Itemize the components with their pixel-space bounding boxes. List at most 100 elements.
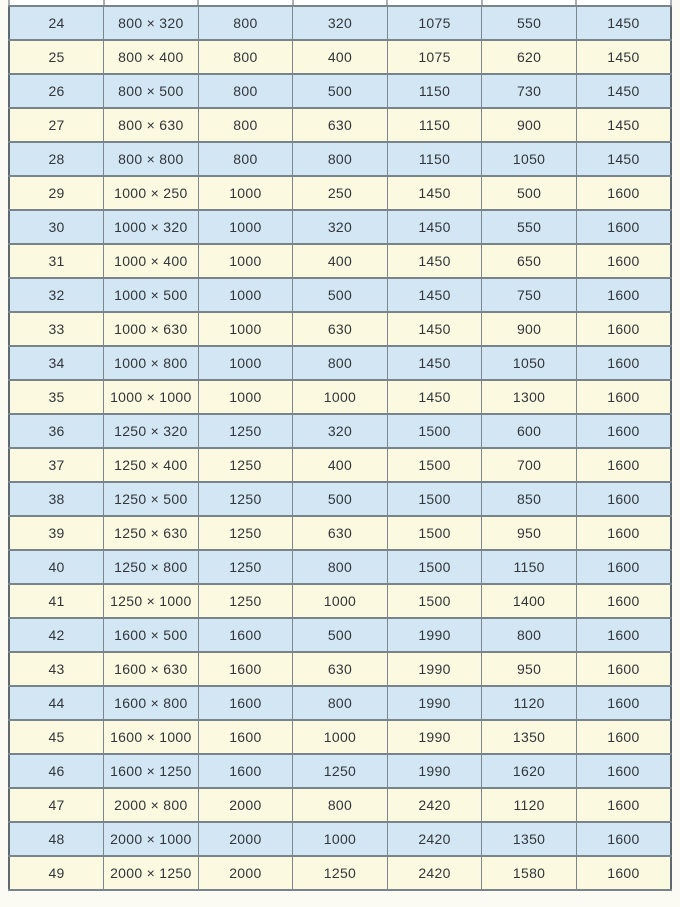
row-number-cell: 32 <box>8 277 105 313</box>
value-cell: 1600 <box>197 719 294 755</box>
value-cell: 250 <box>292 175 388 211</box>
value-cell: 1600 <box>575 447 672 483</box>
row-number-cell: 40 <box>8 549 105 585</box>
value-cell: 630 <box>292 107 388 143</box>
value-cell: 1620 <box>481 753 577 789</box>
table-row: 48 2000 × 1000 2000 1000 2420 1350 1600 <box>8 821 672 857</box>
row-number-cell: 42 <box>8 617 105 653</box>
value-cell: 1250 <box>197 549 294 585</box>
table-row: 27 800 × 630 800 630 1150 900 1450 <box>8 107 672 143</box>
size-spec-cell: 1250 × 630 <box>103 515 199 551</box>
value-cell: 1450 <box>386 277 483 313</box>
size-spec-cell: 1600 × 800 <box>103 685 199 721</box>
value-cell: 1600 <box>575 685 672 721</box>
value-cell: 1250 <box>197 583 294 619</box>
value-cell: 2420 <box>386 855 483 891</box>
clipped-cell <box>388 0 483 5</box>
value-cell: 1000 <box>197 379 294 415</box>
value-cell: 1500 <box>386 583 483 619</box>
value-cell: 1990 <box>386 651 483 687</box>
value-cell: 1050 <box>481 141 577 177</box>
value-cell: 1600 <box>575 345 672 381</box>
value-cell: 1250 <box>197 447 294 483</box>
clipped-previous-row <box>8 0 673 5</box>
value-cell: 500 <box>292 617 388 653</box>
row-number-cell: 43 <box>8 651 105 687</box>
table-row: 32 1000 × 500 1000 500 1450 750 1600 <box>8 277 672 313</box>
table-row: 29 1000 × 250 1000 250 1450 500 1600 <box>8 175 672 211</box>
value-cell: 1450 <box>386 209 483 245</box>
value-cell: 320 <box>292 209 388 245</box>
size-spec-cell: 1600 × 630 <box>103 651 199 687</box>
value-cell: 1500 <box>386 481 483 517</box>
value-cell: 800 <box>292 345 388 381</box>
value-cell: 1990 <box>386 719 483 755</box>
value-cell: 800 <box>197 73 294 109</box>
value-cell: 1000 <box>292 583 388 619</box>
row-number-cell: 25 <box>8 39 105 75</box>
value-cell: 550 <box>481 209 577 245</box>
value-cell: 1450 <box>386 311 483 347</box>
table-row: 45 1600 × 1000 1600 1000 1990 1350 1600 <box>8 719 672 755</box>
table-row: 44 1600 × 800 1600 800 1990 1120 1600 <box>8 685 672 721</box>
value-cell: 400 <box>292 243 388 279</box>
value-cell: 1600 <box>575 719 672 755</box>
value-cell: 900 <box>481 311 577 347</box>
size-spec-cell: 1000 × 630 <box>103 311 199 347</box>
size-spec-cell: 800 × 630 <box>103 107 199 143</box>
size-spec-cell: 800 × 800 <box>103 141 199 177</box>
value-cell: 950 <box>481 515 577 551</box>
row-number-cell: 31 <box>8 243 105 279</box>
size-spec-cell: 2000 × 800 <box>103 787 199 823</box>
row-number-cell: 47 <box>8 787 105 823</box>
row-number-cell: 27 <box>8 107 105 143</box>
table-row: 47 2000 × 800 2000 800 2420 1120 1600 <box>8 787 672 823</box>
value-cell: 800 <box>481 617 577 653</box>
table-row: 39 1250 × 630 1250 630 1500 950 1600 <box>8 515 672 551</box>
size-spec-cell: 1000 × 320 <box>103 209 199 245</box>
table-row: 30 1000 × 320 1000 320 1450 550 1600 <box>8 209 672 245</box>
table-row: 24 800 × 320 800 320 1075 550 1450 <box>8 5 672 41</box>
value-cell: 1450 <box>575 5 672 41</box>
value-cell: 800 <box>197 141 294 177</box>
clipped-cell <box>577 0 673 5</box>
value-cell: 2420 <box>386 821 483 857</box>
value-cell: 1300 <box>481 379 577 415</box>
value-cell: 1250 <box>292 855 388 891</box>
table-row: 36 1250 × 320 1250 320 1500 600 1600 <box>8 413 672 449</box>
row-number-cell: 36 <box>8 413 105 449</box>
row-number-cell: 38 <box>8 481 105 517</box>
value-cell: 1000 <box>197 175 294 211</box>
table-row: 41 1250 × 1000 1250 1000 1500 1400 1600 <box>8 583 672 619</box>
size-spec-cell: 800 × 500 <box>103 73 199 109</box>
table-row: 35 1000 × 1000 1000 1000 1450 1300 1600 <box>8 379 672 415</box>
value-cell: 1600 <box>575 277 672 313</box>
size-spec-cell: 1250 × 800 <box>103 549 199 585</box>
size-spec-cell: 800 × 400 <box>103 39 199 75</box>
value-cell: 950 <box>481 651 577 687</box>
value-cell: 1500 <box>386 549 483 585</box>
value-cell: 1600 <box>575 413 672 449</box>
value-cell: 1000 <box>292 719 388 755</box>
value-cell: 1600 <box>575 515 672 551</box>
value-cell: 1990 <box>386 753 483 789</box>
value-cell: 900 <box>481 107 577 143</box>
size-spec-cell: 2000 × 1250 <box>103 855 199 891</box>
value-cell: 400 <box>292 447 388 483</box>
value-cell: 800 <box>197 39 294 75</box>
value-cell: 750 <box>481 277 577 313</box>
size-spec-cell: 1000 × 400 <box>103 243 199 279</box>
value-cell: 1400 <box>481 583 577 619</box>
value-cell: 2000 <box>197 855 294 891</box>
value-cell: 1350 <box>481 719 577 755</box>
value-cell: 1600 <box>575 821 672 857</box>
value-cell: 800 <box>292 685 388 721</box>
value-cell: 1450 <box>386 175 483 211</box>
row-number-cell: 29 <box>8 175 105 211</box>
value-cell: 600 <box>481 413 577 449</box>
size-spec-cell: 1600 × 1250 <box>103 753 199 789</box>
value-cell: 1600 <box>575 379 672 415</box>
value-cell: 620 <box>481 39 577 75</box>
table-row: 26 800 × 500 800 500 1150 730 1450 <box>8 73 672 109</box>
clipped-cell <box>483 0 578 5</box>
